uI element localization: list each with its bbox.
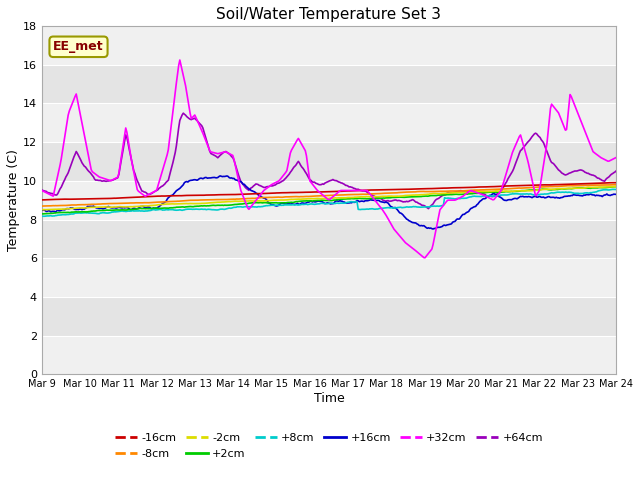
+8cm [38, 214, 45, 219]
Bar [42, 181, 616, 219]
+64cm [316, 182, 323, 188]
+2cm [600, 185, 607, 191]
+8cm [509, 191, 516, 197]
+8cm [612, 187, 620, 192]
Bar [42, 297, 616, 336]
+32cm [350, 188, 358, 193]
+8cm [349, 199, 356, 205]
-8cm [509, 186, 516, 192]
+2cm [510, 189, 518, 194]
+32cm [312, 185, 319, 191]
Line: +64cm: +64cm [42, 113, 616, 209]
+64cm [179, 110, 187, 116]
-16cm [381, 187, 388, 192]
-8cm [314, 193, 322, 199]
Bar [42, 142, 616, 181]
+16cm [429, 226, 437, 232]
-2cm [312, 196, 319, 202]
-8cm [310, 193, 318, 199]
+32cm [421, 255, 429, 261]
+32cm [38, 188, 45, 193]
+16cm [38, 207, 45, 213]
+2cm [312, 198, 319, 204]
Line: -2cm: -2cm [42, 187, 616, 210]
+8cm [310, 202, 318, 207]
-16cm [510, 183, 518, 189]
-16cm [38, 197, 45, 203]
Bar [42, 219, 616, 258]
-16cm [612, 180, 620, 186]
+64cm [424, 206, 432, 212]
Legend: -16cm, -8cm, -2cm, +2cm, +8cm, +16cm, +32cm, +64cm: -16cm, -8cm, -2cm, +2cm, +8cm, +16cm, +3… [111, 429, 547, 463]
-2cm [612, 184, 620, 190]
-16cm [600, 180, 607, 186]
-2cm [38, 207, 45, 213]
+64cm [312, 180, 319, 186]
+64cm [38, 187, 45, 193]
-2cm [600, 184, 607, 190]
+16cm [381, 200, 388, 205]
-8cm [38, 203, 45, 209]
-16cm [316, 189, 323, 195]
+16cm [216, 173, 224, 179]
-8cm [598, 182, 606, 188]
-16cm [39, 197, 47, 203]
Line: +16cm: +16cm [42, 176, 616, 229]
+8cm [609, 187, 616, 192]
+16cm [511, 195, 518, 201]
+2cm [38, 211, 45, 216]
Line: -16cm: -16cm [42, 183, 616, 200]
+2cm [612, 184, 620, 190]
-8cm [612, 182, 620, 188]
+64cm [381, 198, 388, 204]
-2cm [42, 207, 49, 213]
-2cm [316, 196, 323, 202]
+16cm [612, 192, 620, 197]
Bar [42, 65, 616, 103]
+2cm [381, 195, 388, 201]
+8cm [380, 205, 387, 211]
Bar [42, 26, 616, 65]
Bar [42, 103, 616, 142]
+32cm [612, 155, 620, 160]
+64cm [612, 168, 620, 174]
+8cm [314, 201, 322, 207]
+32cm [316, 189, 323, 195]
+64cm [350, 185, 358, 191]
Line: +2cm: +2cm [42, 187, 616, 214]
Bar [42, 336, 616, 374]
+16cm [312, 199, 319, 205]
-16cm [350, 188, 358, 193]
X-axis label: Time: Time [314, 392, 344, 405]
-2cm [510, 188, 518, 194]
+32cm [381, 210, 388, 216]
+64cm [511, 163, 518, 168]
Y-axis label: Temperature (C): Temperature (C) [7, 149, 20, 251]
+16cm [316, 198, 323, 204]
-2cm [381, 193, 388, 199]
+32cm [176, 57, 184, 63]
Line: +8cm: +8cm [42, 190, 616, 216]
+2cm [39, 211, 47, 217]
-8cm [380, 191, 387, 196]
+8cm [598, 187, 606, 193]
+32cm [601, 156, 609, 162]
Text: EE_met: EE_met [53, 40, 104, 53]
Line: +32cm: +32cm [42, 60, 616, 258]
+2cm [350, 196, 358, 202]
+16cm [601, 192, 609, 198]
-8cm [349, 192, 356, 197]
Line: -8cm: -8cm [42, 185, 616, 206]
Title: Soil/Water Temperature Set 3: Soil/Water Temperature Set 3 [216, 7, 442, 22]
-16cm [312, 189, 319, 195]
-2cm [350, 194, 358, 200]
+32cm [511, 144, 518, 150]
Bar [42, 258, 616, 297]
+2cm [316, 198, 323, 204]
+16cm [350, 199, 358, 205]
+64cm [601, 179, 609, 184]
